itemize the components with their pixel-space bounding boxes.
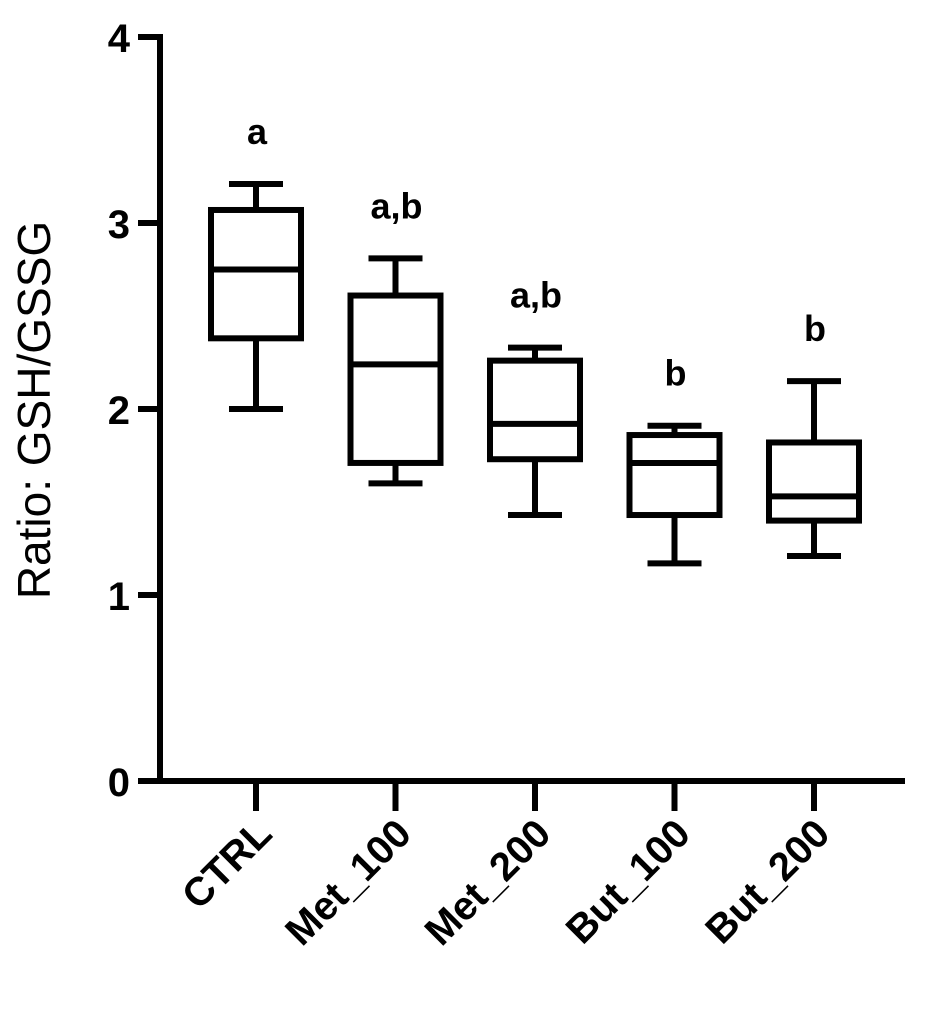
box-but_100: b (626, 353, 723, 567)
x-tick-label: Met_200 (417, 811, 560, 954)
significance-label: a (247, 111, 268, 152)
x-tick-label: Met_100 (277, 811, 420, 954)
x-tick-label: But_100 (558, 811, 699, 952)
y-tick-label: 4 (108, 17, 131, 61)
iqr-box (626, 432, 723, 519)
significance-label: b (804, 308, 826, 349)
iqr-box (487, 357, 583, 463)
significance-label: a,b (510, 275, 562, 316)
x-tick-label: But_200 (697, 811, 838, 952)
box-but_200: b (766, 308, 862, 559)
significance-label: b (665, 353, 687, 394)
box-met_200: a,b (487, 275, 583, 519)
y-tick-label: 3 (108, 203, 130, 247)
significance-label: a,b (370, 185, 422, 226)
iqr-box (208, 206, 304, 342)
box-met_100: a,b (347, 185, 444, 487)
y-axis-label: Ratio: GSH/GSSG (8, 221, 60, 599)
x-tick-label: CTRL (174, 811, 281, 918)
iqr-box (347, 292, 444, 466)
y-tick-label: 1 (108, 575, 130, 619)
y-tick-label: 2 (108, 389, 130, 433)
iqr-box (766, 439, 862, 524)
box-ctrl: a (208, 111, 304, 412)
y-tick-label: 0 (108, 761, 130, 805)
